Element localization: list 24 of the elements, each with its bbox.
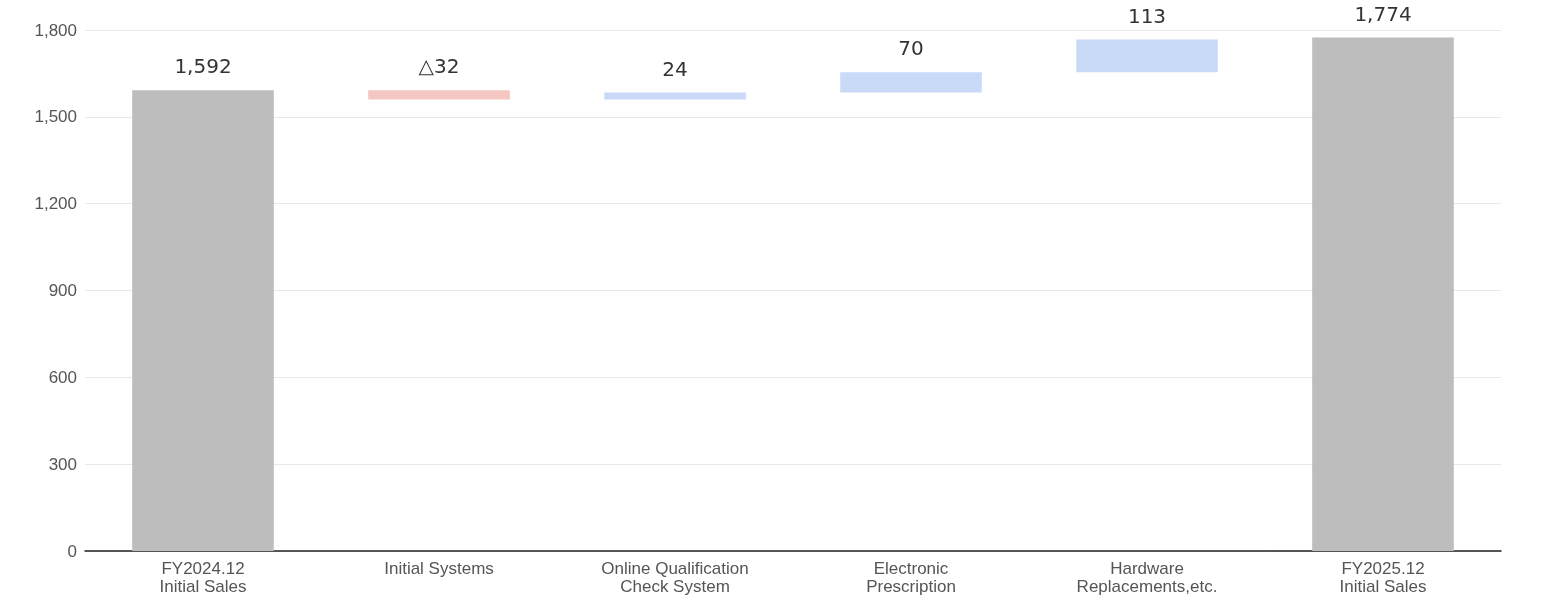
y-tick-label: 600 [48,367,77,387]
x-tick-label: Electronic Prescription [866,558,956,596]
bar [840,72,982,93]
x-tick-label: FY2024.12 Initial Sales [159,558,247,596]
bar [132,90,274,551]
x-tick-label: Online Qualification Check System [601,558,749,596]
data-label: 24 [662,56,688,81]
y-tick-label: 900 [48,281,77,300]
y-tick-label: 1,800 [34,20,77,40]
x-tick-label: Initial Systems [384,558,494,578]
bar [1312,37,1454,551]
bar [1076,39,1218,73]
x-tick-label: FY2025.12 Initial Sales [1339,558,1427,596]
y-tick-label: 0 [67,541,77,561]
data-label: 70 [898,36,924,61]
y-tick-label: 1,200 [34,194,77,214]
x-tick-label: Hardware Replacements,etc. [1076,558,1218,596]
data-label: 113 [1127,3,1167,28]
data-label: 1,774 [1354,1,1412,26]
data-label: 1,592 [174,54,232,79]
data-label: △32 [418,54,460,79]
y-tick-label: 300 [48,454,77,474]
y-tick-label: 1,500 [34,107,77,127]
bar [368,90,510,100]
